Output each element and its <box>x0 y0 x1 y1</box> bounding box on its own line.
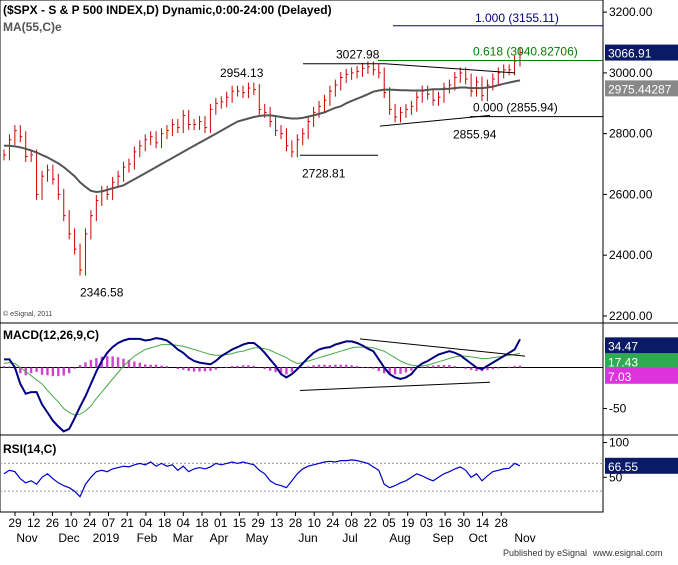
ma-label: MA(55,C)e <box>3 20 62 34</box>
price-y-tick-label: 2200.00 <box>609 309 653 323</box>
x-month-label: Oct <box>469 531 488 545</box>
price-y-tick-label: 2600.00 <box>609 187 653 201</box>
rsi-line <box>3 459 521 498</box>
macd-signal-line <box>3 344 521 416</box>
x-tick-label: 22 <box>364 516 378 530</box>
x-tick-label: 10 <box>308 516 322 530</box>
signal-value-badge: 17.43 <box>608 355 638 369</box>
rsi-value-badge-bg <box>605 457 678 474</box>
current-price-badge-bg <box>605 44 678 61</box>
macd-line <box>4 337 521 433</box>
x-tick-label: 01 <box>214 516 228 530</box>
x-tick-label: 21 <box>121 516 135 530</box>
current-price-badge: 3066.91 <box>608 47 652 61</box>
x-tick-label: 03 <box>420 516 434 530</box>
ma-line <box>4 79 521 194</box>
macd-upper-trendline <box>359 338 526 357</box>
x-tick-label: 18 <box>195 516 209 530</box>
x-tick-label: 24 <box>83 516 97 530</box>
macd-y-tick-label: -50 <box>609 401 627 415</box>
fib-618-label: 0.618 (3040.82706) <box>473 45 578 59</box>
price-y-tick-label: 3000.00 <box>609 66 653 80</box>
rsi-label: RSI(14,C) <box>3 442 56 456</box>
ma-value-badge: 2975.44287 <box>608 82 672 96</box>
ma-value-badge-bg <box>605 80 678 97</box>
x-tick-label: 19 <box>401 516 415 530</box>
macd-value-badge: 34.47 <box>608 339 638 353</box>
fib-1000-label: 1.000 (3155.11) <box>475 11 559 25</box>
x-month-label: Sep <box>432 531 454 545</box>
chart-title: ($SPX - S & P 500 INDEX,D) Dynamic,0:00-… <box>3 3 332 17</box>
x-tick-label: 13 <box>270 516 284 530</box>
x-tick-label: 29 <box>251 516 265 530</box>
x-month-label: Jun <box>298 531 317 545</box>
x-tick-label: 12 <box>27 516 41 530</box>
trough-label-2728: 2728.81 <box>302 166 346 180</box>
x-month-label: Feb <box>137 531 158 545</box>
signal-value-badge-bg <box>605 353 678 370</box>
rsi-value-badge: 66.55 <box>608 460 638 474</box>
x-month-label: Jul <box>342 531 357 545</box>
trough-label-2346: 2346.58 <box>80 285 124 299</box>
price-y-tick-label: 3200.00 <box>609 5 653 19</box>
x-tick-label: 16 <box>438 516 452 530</box>
price-y-tick-label: 2400.00 <box>609 248 653 262</box>
peak-label-2954: 2954.13 <box>220 66 264 80</box>
macd-lower-trendline <box>299 381 491 391</box>
rsi-y-tick-label: 100 <box>609 436 629 450</box>
upper-trendline <box>384 63 516 74</box>
x-month-label: Nov <box>16 531 37 545</box>
x-month-label: Apr <box>210 531 229 545</box>
x-month-label: May <box>246 531 269 545</box>
x-tick-label: 29 <box>8 516 22 530</box>
x-tick-label: 10 <box>64 516 78 530</box>
x-tick-label: 28 <box>495 516 509 530</box>
trough-label-2855: 2855.94 <box>453 128 497 142</box>
x-tick-label: 24 <box>326 516 340 530</box>
published-label: Published by eSignal <box>503 548 587 558</box>
x-tick-label: 04 <box>139 516 153 530</box>
lower-trendline <box>379 114 491 127</box>
macd-label: MACD(12,26,9,C) <box>3 328 99 342</box>
x-month-label: Mar <box>173 531 194 545</box>
x-tick-label: 28 <box>289 516 303 530</box>
fib-000-label: 0.000 (2855.94) <box>473 101 558 115</box>
esignal-link[interactable]: www.esignal.com <box>592 548 663 558</box>
macd-value-badge-bg <box>605 337 678 354</box>
x-month-label: 2019 <box>93 531 120 545</box>
copyright-label: © eSignal, 2011 <box>3 310 53 318</box>
x-tick-label: 26 <box>46 516 60 530</box>
x-month-label: Dec <box>58 531 79 545</box>
x-tick-label: 18 <box>158 516 172 530</box>
x-month-label: Nov <box>514 531 535 545</box>
x-tick-label: 07 <box>102 516 116 530</box>
x-tick-label: 14 <box>476 516 490 530</box>
x-tick-label: 08 <box>345 516 359 530</box>
histogram-value-badge: 7.03 <box>608 370 632 384</box>
price-y-tick-label: 2800.00 <box>609 127 653 141</box>
x-tick-label: 30 <box>457 516 471 530</box>
x-tick-label: 05 <box>382 516 396 530</box>
x-tick-label: 04 <box>177 516 191 530</box>
x-tick-label: 15 <box>233 516 247 530</box>
peak-label-3027: 3027.98 <box>336 47 380 61</box>
x-month-label: Aug <box>389 531 410 545</box>
histogram-value-badge-bg <box>605 367 678 384</box>
